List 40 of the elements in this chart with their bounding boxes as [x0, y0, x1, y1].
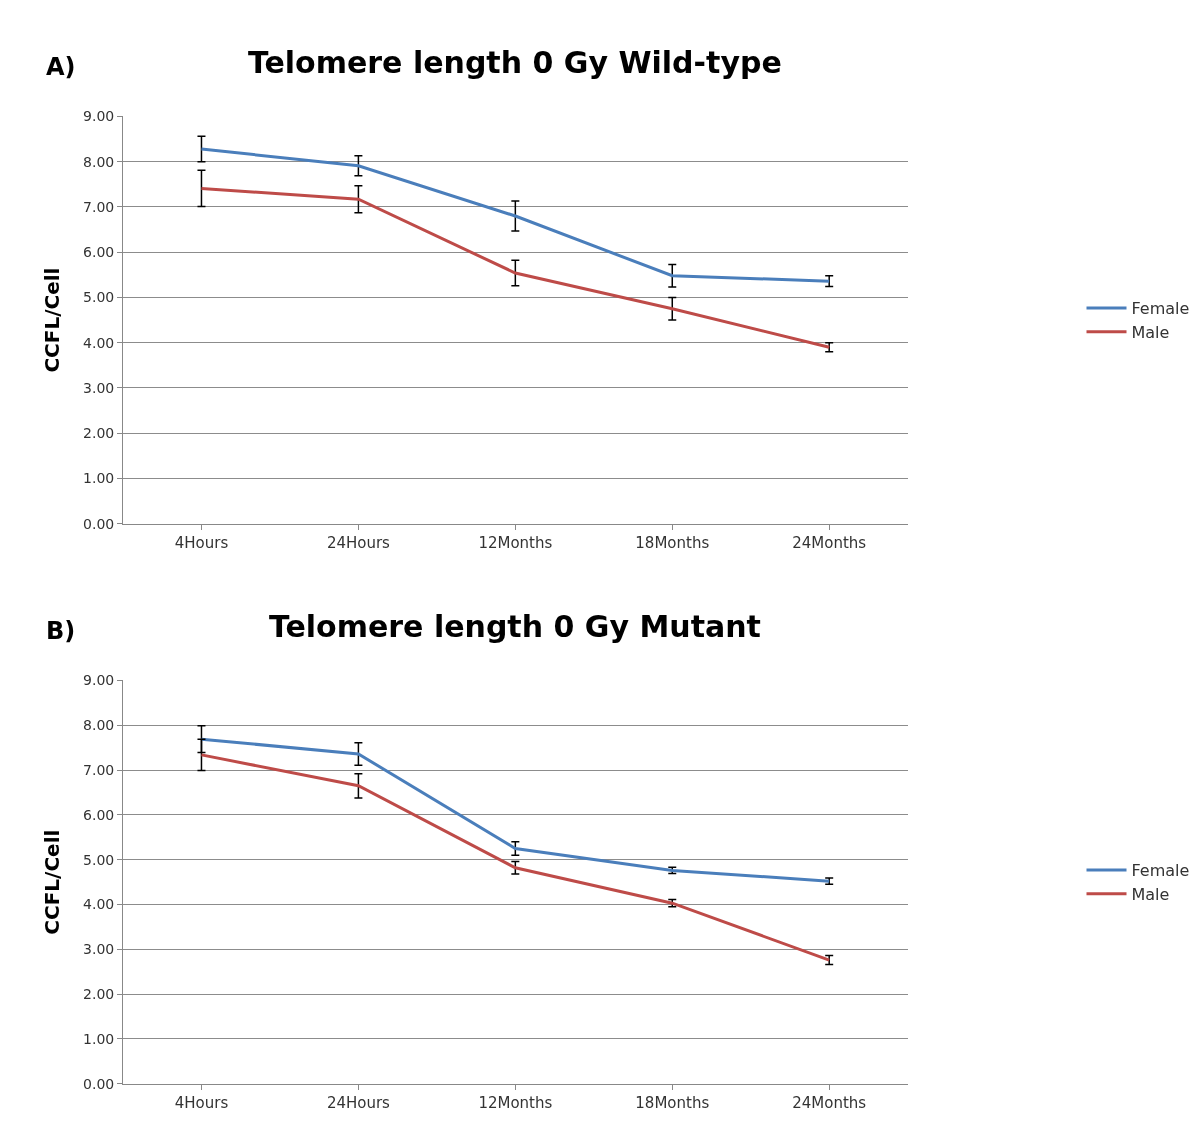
x-tick-label: 18Months [635, 1093, 710, 1112]
y-tick-label: 0.00 [83, 1075, 115, 1092]
x-tick-label: 4Hours [174, 533, 229, 552]
legend-label: Female [1131, 861, 1190, 881]
y-axis-title: CCFL/Cell [39, 267, 64, 373]
y-tick-label: 3.00 [83, 379, 115, 396]
x-tick-label: 24Months [792, 533, 867, 552]
x-tick-label: 12Months [478, 533, 553, 552]
y-tick-label: 4.00 [83, 334, 115, 351]
y-tick-label: 4.00 [83, 896, 115, 913]
y-tick-label: 8.00 [83, 153, 115, 170]
chart-title: Telomere length 0 Gy Wild-type [248, 45, 782, 80]
y-tick-label: 5.00 [83, 289, 115, 306]
text: A) [46, 53, 76, 81]
y-tick-label: 8.00 [83, 717, 115, 734]
chart-title: Telomere length 0 Gy Mutant [269, 609, 761, 644]
y-tick-label: 7.00 [83, 198, 115, 215]
y-tick-label: 6.00 [83, 806, 115, 823]
y-axis-title: CCFL/Cell [39, 829, 64, 935]
legend-label: Male [1131, 885, 1170, 905]
y-tick-label: 9.00 [83, 672, 115, 689]
legend-label: Female [1131, 299, 1190, 319]
y-tick-label: 6.00 [83, 244, 115, 261]
legend-label: Male [1131, 323, 1170, 343]
text: B) [46, 617, 76, 645]
x-tick-label: 24Months [792, 1093, 867, 1112]
x-tick-label: 18Months [635, 533, 710, 552]
x-tick-label: 24Hours [326, 1093, 391, 1112]
x-tick-label: 4Hours [174, 1093, 229, 1112]
y-tick-label: 0.00 [83, 515, 115, 532]
y-tick-label: 9.00 [83, 108, 115, 125]
y-tick-label: 1.00 [83, 1030, 115, 1047]
x-tick-label: 24Hours [326, 533, 391, 552]
x-tick-label: 12Months [478, 1093, 553, 1112]
y-tick-label: 7.00 [83, 762, 115, 778]
y-tick-label: 2.00 [83, 425, 115, 442]
y-tick-label: 3.00 [83, 941, 115, 958]
y-tick-label: 2.00 [83, 986, 115, 1003]
y-tick-label: 1.00 [83, 470, 115, 487]
y-tick-label: 5.00 [83, 851, 115, 868]
